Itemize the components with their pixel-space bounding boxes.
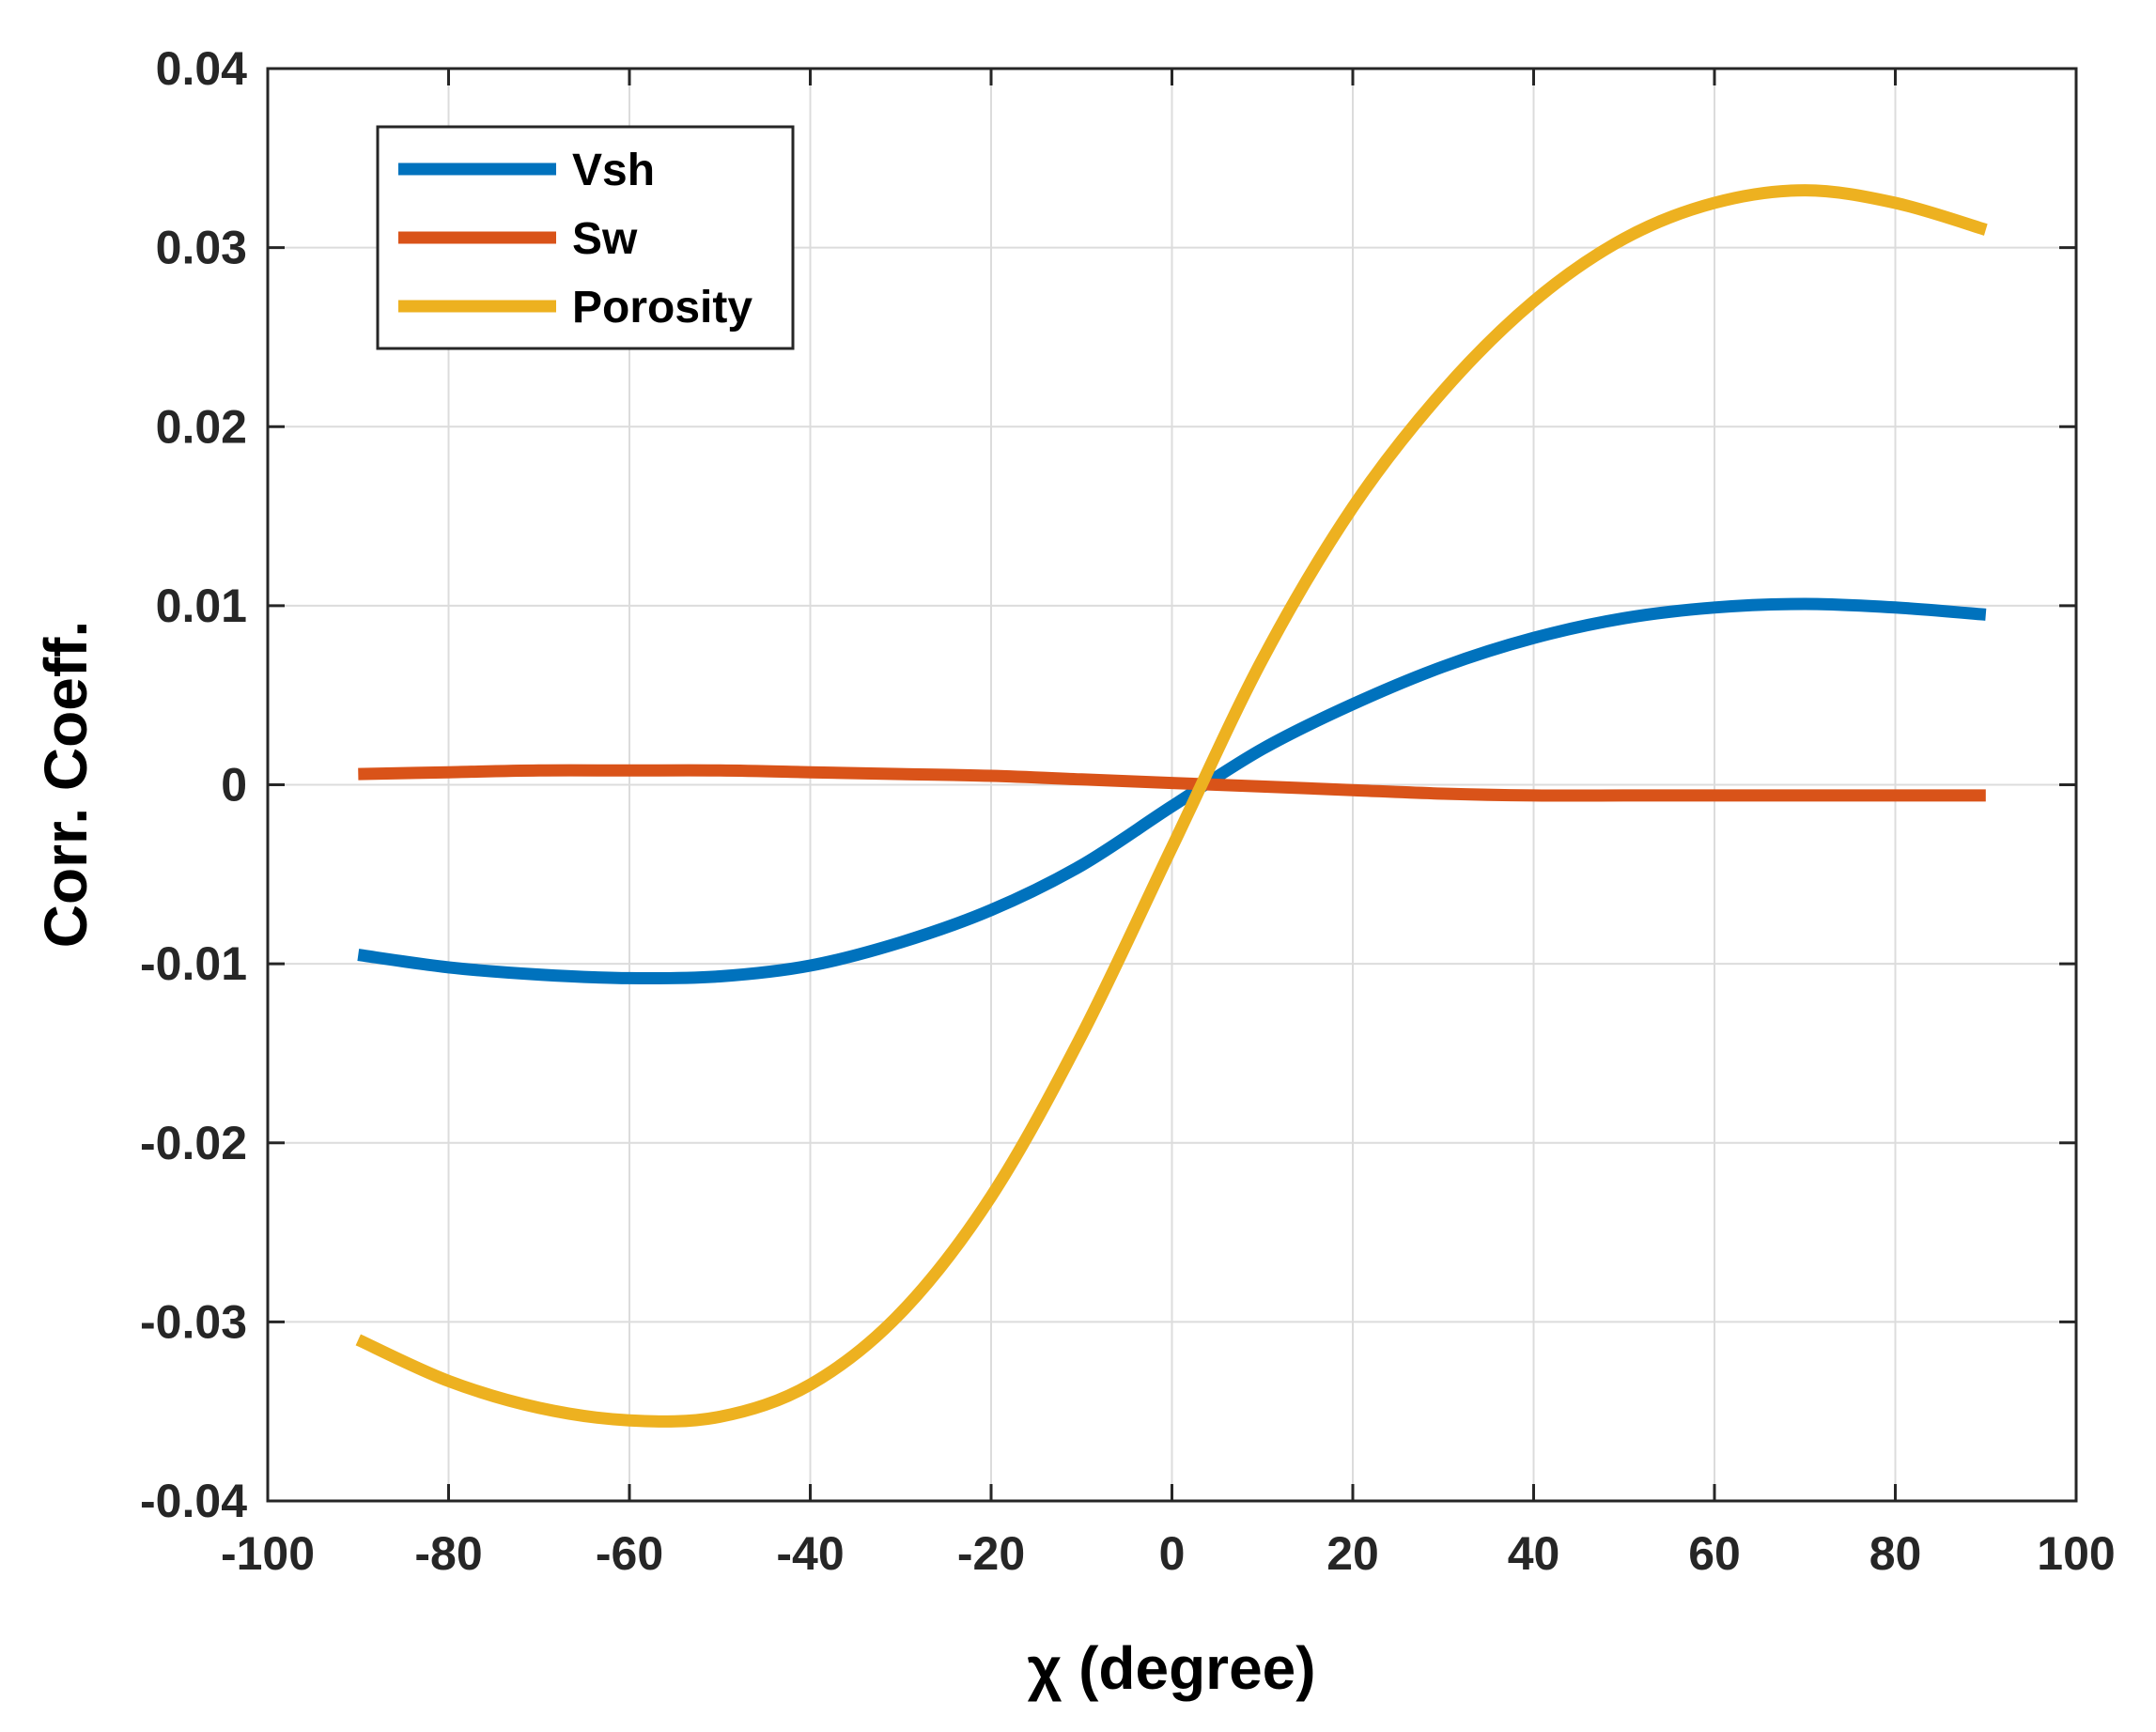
x-tick-label: -100 <box>221 1527 315 1580</box>
x-tick-label: 60 <box>1688 1527 1741 1580</box>
y-tick-label: -0.03 <box>140 1295 247 1348</box>
x-tick-label: 100 <box>2037 1527 2115 1580</box>
series-line-porosity <box>355 184 1988 1428</box>
y-tick-label: -0.02 <box>140 1117 247 1169</box>
legend-label-porosity: Porosity <box>572 283 752 332</box>
y-tick-label: -0.01 <box>140 937 247 990</box>
x-axis-title: χ (degree) <box>1027 1634 1315 1702</box>
ticks <box>266 67 2078 1503</box>
x-tick-label: 80 <box>1869 1527 1922 1580</box>
x-tick-label: 40 <box>1508 1527 1560 1580</box>
y-tick-label: 0.03 <box>156 222 247 274</box>
x-tick-label: -80 <box>414 1527 482 1580</box>
x-tick-label: -20 <box>957 1527 1025 1580</box>
series-line-sw <box>358 764 1986 802</box>
legend-label-vsh: Vsh <box>572 146 655 195</box>
x-tick-label: 0 <box>1159 1527 1186 1580</box>
series-layer <box>355 184 1988 1428</box>
y-tick-label: 0.01 <box>156 580 247 632</box>
y-tick-label: 0.04 <box>156 42 248 95</box>
x-tick-label: -40 <box>776 1527 844 1580</box>
y-tick-label: -0.04 <box>140 1475 247 1527</box>
y-axis-title: Corr. Coeff. <box>32 621 100 948</box>
legend: Vsh Sw Porosity <box>376 125 795 350</box>
y-tick-label: 0 <box>221 759 247 812</box>
tick-labels: -100 -80 -60 -40 -20 0 20 40 60 80 100 -0.04 -0.03 -0… <box>140 42 2116 1580</box>
y-tick-label: 0.02 <box>156 400 247 453</box>
series-line-vsh <box>357 597 1987 985</box>
x-tick-label: -60 <box>596 1527 663 1580</box>
x-tick-label: 20 <box>1326 1527 1379 1580</box>
legend-label-sw: Sw <box>572 214 638 264</box>
